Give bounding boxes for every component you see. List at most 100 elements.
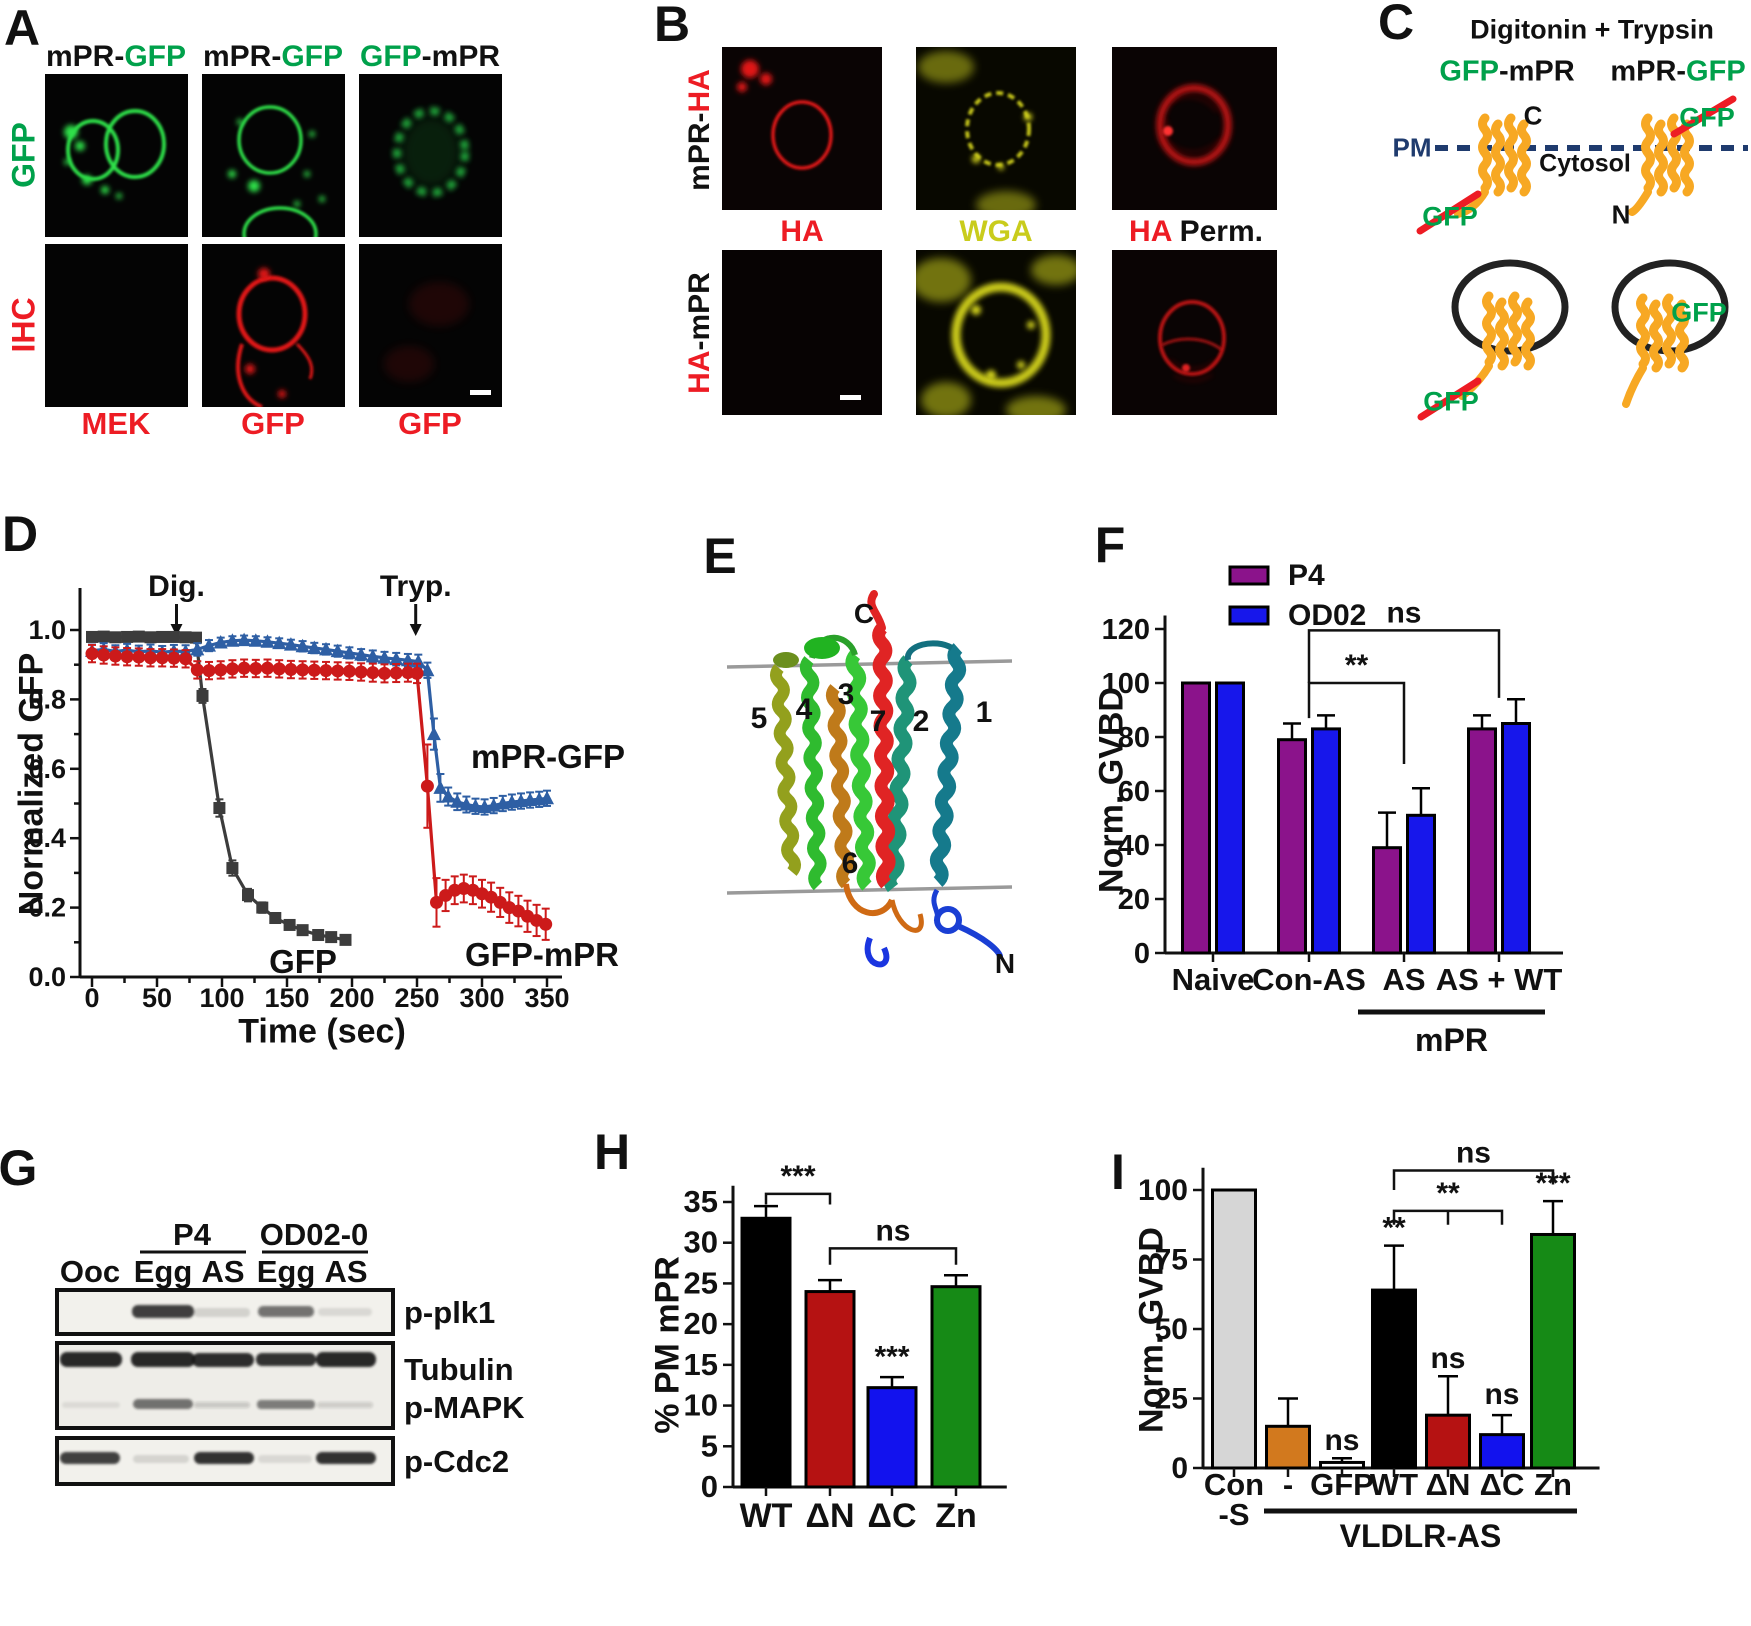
svg-text:ns: ns [1324, 1424, 1359, 1457]
micro-b6-ha-perm [1112, 250, 1277, 415]
a-row-label-gfp: GFP [5, 122, 42, 188]
d-series-label-gfp-mpr: GFP-mPR [464, 936, 620, 973]
svg-text:350: 350 [524, 983, 569, 1013]
svg-text:ΔC: ΔC [868, 1497, 917, 1535]
svg-text:Naive: Naive [1172, 962, 1255, 997]
svg-text:Tryp.: Tryp. [380, 570, 452, 603]
svg-text:ns: ns [1484, 1378, 1519, 1411]
svg-text:0.0: 0.0 [28, 962, 66, 992]
svg-text:20: 20 [1118, 884, 1150, 916]
g-blot-label-pmapk: p-MAPK [404, 1390, 525, 1425]
b-mid-label-ha-perm: HA Perm. [1129, 215, 1263, 248]
chart-pm-mpr: 0 5 10 15 20 25 30 35 WT ΔN ΔC Zn *** ns *** [684, 1160, 1007, 1535]
e-helix-3: 3 [837, 678, 855, 711]
svg-text:50: 50 [142, 983, 172, 1013]
f-legend-label-p4: P4 [1288, 559, 1325, 592]
svg-text:30: 30 [684, 1225, 718, 1260]
e-helix-7: 7 [869, 705, 887, 738]
scale-bar [470, 390, 491, 395]
svg-text:WT: WT [740, 1497, 793, 1535]
micro-b1-ha [722, 47, 882, 210]
a-row-label-ihc: IHC [5, 297, 42, 353]
a-col-header-3: GFP-mPR [359, 40, 501, 73]
panel-letter-i: I [1111, 1144, 1125, 1200]
micro-b2-wga [916, 47, 1076, 210]
svg-text:1.0: 1.0 [28, 615, 66, 645]
e-helix-1: 1 [975, 696, 993, 729]
svg-text:-S: -S [1219, 1497, 1250, 1532]
svg-text:250: 250 [394, 983, 439, 1013]
svg-text:***: *** [1535, 1167, 1570, 1200]
svg-text:**: ** [1345, 649, 1369, 682]
panel-letter-g: G [0, 1140, 38, 1196]
svg-text:ΔC: ΔC [1480, 1467, 1525, 1502]
svg-text:**: ** [1436, 1177, 1460, 1210]
svg-text:25: 25 [1155, 1383, 1188, 1416]
e-helix-6: 6 [841, 847, 859, 880]
f-ylabel: Norm. GVBD [1092, 687, 1131, 893]
c-pm-label: PM [1392, 132, 1432, 163]
e-nterm-label: N [994, 948, 1016, 979]
e-helix-4: 4 [795, 693, 813, 726]
svg-text:20: 20 [684, 1306, 718, 1341]
c-gfp-label-3: GFP [1423, 386, 1479, 417]
g-lane-as2: AS [324, 1254, 368, 1289]
h-ylabel: % PM mPR [648, 1256, 687, 1434]
svg-text:VLDLR-AS: VLDLR-AS [1340, 1518, 1502, 1554]
c-gfp-label-1: GFP [1422, 201, 1478, 232]
svg-text:Dig.: Dig. [148, 570, 205, 603]
a-bottom-label-gfp2: GFP [398, 406, 462, 441]
svg-text:-: - [1283, 1467, 1293, 1502]
svg-text:10: 10 [684, 1388, 718, 1423]
micro-a3-gfp [359, 74, 502, 237]
svg-text:0.6: 0.6 [28, 754, 66, 784]
svg-text:35: 35 [684, 1184, 718, 1219]
micro-b4-ha [722, 250, 882, 415]
svg-text:AS: AS [1382, 962, 1425, 997]
chart-digitonin-trypsin: 0 50 100 150 200 250 300 350 0.0 0.2 0.4 0.6 0.8 1.0 D… [28, 570, 569, 1013]
svg-text:15: 15 [684, 1347, 718, 1382]
blot-tubulin-mapk [55, 1341, 395, 1430]
b-mid-label-ha: HA [780, 215, 824, 248]
svg-text:0: 0 [84, 983, 99, 1013]
svg-text:Con-AS: Con-AS [1252, 962, 1366, 997]
panel-letter-c: C [1377, 0, 1415, 50]
c-cterm-label: C [1523, 100, 1543, 131]
svg-text:ΔN: ΔN [806, 1497, 855, 1535]
svg-text:80: 80 [1118, 722, 1150, 754]
c-nterm-label: N [1611, 199, 1631, 230]
mpr-structure-ribbon [726, 590, 1013, 968]
e-helix-5: 5 [750, 702, 768, 735]
svg-text:***: *** [780, 1160, 815, 1193]
g-lane-as1: AS [201, 1254, 245, 1289]
g-blot-label-tubulin: Tubulin [404, 1352, 514, 1387]
c-gfp-label-4: GFP [1671, 297, 1727, 328]
svg-text:40: 40 [1118, 830, 1150, 862]
g-lane-egg2: Egg [256, 1254, 316, 1289]
micro-b5-wga [916, 250, 1076, 415]
b-row-label-ha-mpr: HA-mPR [683, 272, 716, 394]
d-series-label-mpr-gfp: mPR-GFP [470, 738, 626, 775]
panel-letter-f: F [1094, 517, 1126, 573]
svg-text:120: 120 [1102, 614, 1150, 646]
e-cterm-label: C [853, 598, 875, 629]
svg-text:0: 0 [701, 1469, 718, 1504]
micro-a5-ihc-gfp [202, 244, 345, 407]
svg-text:60: 60 [1118, 776, 1150, 808]
svg-text:25: 25 [684, 1265, 718, 1300]
panel-letter-a: A [3, 0, 41, 56]
svg-text:0.8: 0.8 [28, 684, 66, 714]
svg-text:100: 100 [199, 983, 244, 1013]
a-col-header-1: mPR-GFP [45, 40, 187, 73]
e-helix-2: 2 [912, 705, 930, 738]
svg-text:0.2: 0.2 [28, 893, 66, 923]
svg-text:ns: ns [1430, 1342, 1465, 1375]
svg-text:Zn: Zn [1534, 1467, 1572, 1502]
svg-text:100: 100 [1138, 1174, 1188, 1207]
svg-text:GFP: GFP [1310, 1467, 1374, 1502]
svg-text:0: 0 [1171, 1452, 1188, 1485]
svg-text:150: 150 [264, 983, 309, 1013]
